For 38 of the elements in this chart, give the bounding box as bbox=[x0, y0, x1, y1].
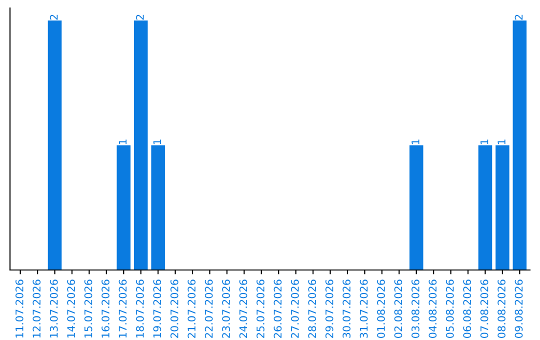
x-tick-label: 30.07.2026 bbox=[342, 280, 351, 338]
x-tick-label: 21.07.2026 bbox=[188, 280, 196, 338]
x-tick-label: 11.07.2026 bbox=[15, 280, 24, 338]
x-tick-label: 28.07.2026 bbox=[308, 280, 316, 338]
data-label: 1 bbox=[153, 140, 161, 144]
x-tick-label: 20.07.2026 bbox=[170, 280, 178, 338]
x-tick-label: 31.07.2026 bbox=[360, 280, 368, 338]
x-tick-label: 01.08.2026 bbox=[377, 280, 385, 338]
x-tick-label: 05.08.2026 bbox=[446, 280, 454, 338]
data-label: 2 bbox=[50, 14, 58, 20]
x-tick-label: 22.07.2026 bbox=[204, 280, 213, 338]
x-tick-label: 29.07.2026 bbox=[325, 280, 334, 338]
data-label: 1 bbox=[498, 140, 506, 144]
x-tick-label: 13.07.2026 bbox=[50, 280, 58, 338]
x-tick-label: 02.08.2026 bbox=[394, 280, 402, 338]
data-label: 1 bbox=[118, 140, 127, 144]
x-tick-label: 25.07.2026 bbox=[256, 280, 264, 338]
x-tick-label: 27.07.2026 bbox=[290, 280, 299, 338]
x-tick-label: 07.08.2026 bbox=[480, 280, 488, 338]
x-tick-label: 06.08.2026 bbox=[463, 280, 472, 338]
data-label: 2 bbox=[136, 14, 144, 20]
x-tick-label: 17.07.2026 bbox=[118, 280, 127, 338]
data-label: 2 bbox=[514, 14, 523, 20]
data-label: 1 bbox=[480, 140, 488, 144]
x-tick-label: 23.07.2026 bbox=[222, 280, 230, 338]
x-tick-label: 16.07.2026 bbox=[102, 280, 110, 338]
x-tick-label: 09.08.2026 bbox=[514, 280, 523, 338]
x-tick-label: 18.07.2026 bbox=[136, 280, 144, 338]
x-tick-label: 15.07.2026 bbox=[84, 280, 92, 338]
x-tick-label: 03.08.2026 bbox=[412, 280, 420, 338]
x-tick-label: 12.07.2026 bbox=[32, 280, 41, 338]
x-tick-label: 26.07.2026 bbox=[274, 280, 282, 338]
x-tick-label: 08.08.2026 bbox=[498, 280, 506, 338]
data-label: 1 bbox=[412, 140, 420, 144]
x-tick-label: 24.07.2026 bbox=[239, 280, 248, 338]
x-tick-label: 14.07.2026 bbox=[67, 280, 76, 338]
x-tick-label: 04.08.2026 bbox=[428, 280, 437, 338]
x-tick-label: 19.07.2026 bbox=[153, 280, 162, 338]
